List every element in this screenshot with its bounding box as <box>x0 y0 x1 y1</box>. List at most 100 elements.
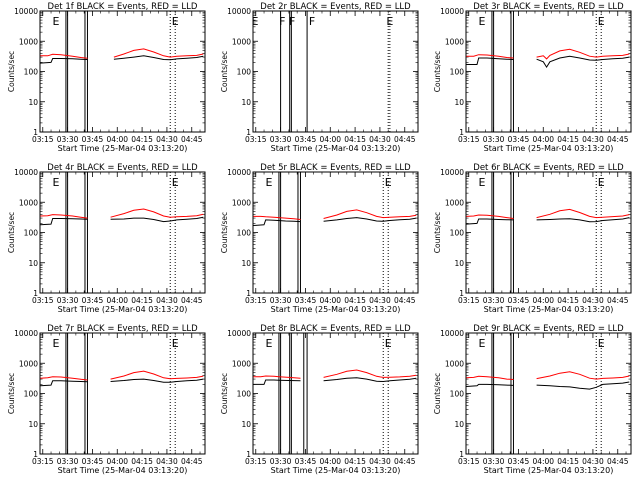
flag-label: E <box>266 337 273 350</box>
x-tick-label: 03:45 <box>82 135 104 144</box>
flag-label: E <box>385 176 392 189</box>
x-tick-label: 03:45 <box>295 296 317 305</box>
y-tick-label: 10000 <box>14 7 38 16</box>
x-tick-label: 04:45 <box>394 135 416 144</box>
flag-label: F <box>279 15 285 28</box>
x-tick-label: 03:30 <box>57 296 79 305</box>
y-tick-label: 1000 <box>445 37 464 46</box>
y-tick-label: 1 <box>246 450 251 459</box>
series-lld-line <box>110 370 204 380</box>
flag-label: E <box>172 15 179 28</box>
y-tick-label: 1 <box>33 450 38 459</box>
x-tick-label: 04:30 <box>156 457 178 466</box>
flag-label: E <box>172 337 179 350</box>
y-tick-label: 10000 <box>227 329 251 338</box>
x-tick-label: 04:15 <box>557 135 579 144</box>
y-tick-label: 100 <box>24 229 39 238</box>
x-tick-label: 04:00 <box>319 457 341 466</box>
y-tick-label: 100 <box>450 68 465 77</box>
x-tick-label: 03:15 <box>458 457 480 466</box>
x-axis-label: Start Time (25-Mar-04 03:13:20) <box>484 305 614 314</box>
y-tick-label: 10 <box>454 420 464 429</box>
x-axis-label: Start Time (25-Mar-04 03:13:20) <box>58 466 188 475</box>
x-tick-label: 04:30 <box>582 296 604 305</box>
x-tick-label: 04:45 <box>181 135 203 144</box>
x-tick-label: 04:30 <box>582 135 604 144</box>
y-axis-label: Counts/sec <box>433 51 442 92</box>
plot-frame <box>465 171 632 294</box>
series-lld-line <box>253 215 301 220</box>
x-tick-label: 03:30 <box>483 135 505 144</box>
flag-label: E <box>598 15 605 28</box>
panel-det-3: Det 3r BLACK = Events, RED = LLD 1 10 100 10… <box>433 2 632 153</box>
y-tick-label: 10 <box>454 98 464 107</box>
x-tick-label: 03:15 <box>245 135 267 144</box>
plot-frame <box>39 10 206 133</box>
panel-det-1: Det 1f BLACK = Events, RED = LLD 1 10 100 10… <box>7 2 206 153</box>
series-events-line <box>323 217 417 222</box>
x-tick-label: 04:30 <box>369 296 391 305</box>
flag-label: F <box>309 15 315 28</box>
x-tick-label: 04:45 <box>394 296 416 305</box>
x-tick-label: 04:00 <box>532 296 554 305</box>
y-axis-label: Counts/sec <box>220 212 229 253</box>
y-axis-label: Counts/sec <box>7 212 16 253</box>
x-tick-label: 04:15 <box>344 296 366 305</box>
panel-det-9: Det 9r BLACK = Events, RED = LLD 1 10 100 10… <box>433 324 632 475</box>
x-tick-label: 03:45 <box>82 457 104 466</box>
y-tick-label: 1000 <box>19 198 38 207</box>
flag-label: E <box>385 337 392 350</box>
y-tick-label: 1000 <box>232 198 251 207</box>
plot-frame <box>465 332 632 455</box>
x-tick-label: 04:15 <box>344 135 366 144</box>
y-tick-label: 10000 <box>14 329 38 338</box>
series-events-line <box>466 218 514 225</box>
series-events-line <box>466 57 514 65</box>
y-tick-label: 100 <box>237 229 252 238</box>
x-tick-label: 03:30 <box>270 296 292 305</box>
series-lld-line <box>536 48 630 60</box>
x-tick-label: 03:15 <box>32 457 54 466</box>
y-tick-label: 1 <box>246 128 251 137</box>
flag-label: E <box>598 337 605 350</box>
plot-frame <box>252 10 419 133</box>
flag-label: E <box>251 15 258 28</box>
y-tick-label: 10 <box>28 420 38 429</box>
plot-frame <box>39 171 206 294</box>
x-tick-label: 04:30 <box>156 296 178 305</box>
series-lld-line <box>536 208 630 219</box>
y-tick-label: 10000 <box>227 7 251 16</box>
panel-title: Det 4r BLACK = Events, RED = LLD <box>47 163 198 173</box>
y-tick-label: 10000 <box>440 7 464 16</box>
panel-title: Det 6r BLACK = Events, RED = LLD <box>473 163 624 173</box>
panel-title: Det 2r BLACK = Events, RED = LLD <box>260 2 411 12</box>
y-tick-label: 10000 <box>227 168 251 177</box>
x-tick-label: 03:30 <box>483 296 505 305</box>
series-lld-line <box>466 214 514 219</box>
x-tick-label: 04:45 <box>394 457 416 466</box>
panel-title: Det 5r BLACK = Events, RED = LLD <box>260 163 411 173</box>
x-tick-label: 03:45 <box>508 457 530 466</box>
y-tick-label: 1 <box>459 289 464 298</box>
series-events-line <box>536 217 630 223</box>
x-tick-label: 03:45 <box>508 135 530 144</box>
x-tick-label: 04:00 <box>532 457 554 466</box>
x-axis-label: Start Time (25-Mar-04 03:13:20) <box>271 305 401 314</box>
flag-label: E <box>53 337 60 350</box>
y-tick-label: 100 <box>450 229 465 238</box>
y-tick-label: 10 <box>241 259 251 268</box>
x-tick-label: 03:30 <box>57 135 79 144</box>
y-tick-label: 100 <box>450 390 465 399</box>
x-tick-label: 04:45 <box>607 296 629 305</box>
series-events-line <box>253 379 301 385</box>
x-tick-label: 04:45 <box>607 457 629 466</box>
x-tick-label: 04:45 <box>607 135 629 144</box>
x-tick-label: 04:15 <box>344 457 366 466</box>
series-events-line <box>323 377 417 383</box>
series-events-line <box>40 218 88 226</box>
x-tick-label: 03:30 <box>270 457 292 466</box>
x-tick-label: 04:30 <box>369 457 391 466</box>
y-axis-label: Counts/sec <box>220 373 229 414</box>
x-tick-label: 03:45 <box>295 135 317 144</box>
